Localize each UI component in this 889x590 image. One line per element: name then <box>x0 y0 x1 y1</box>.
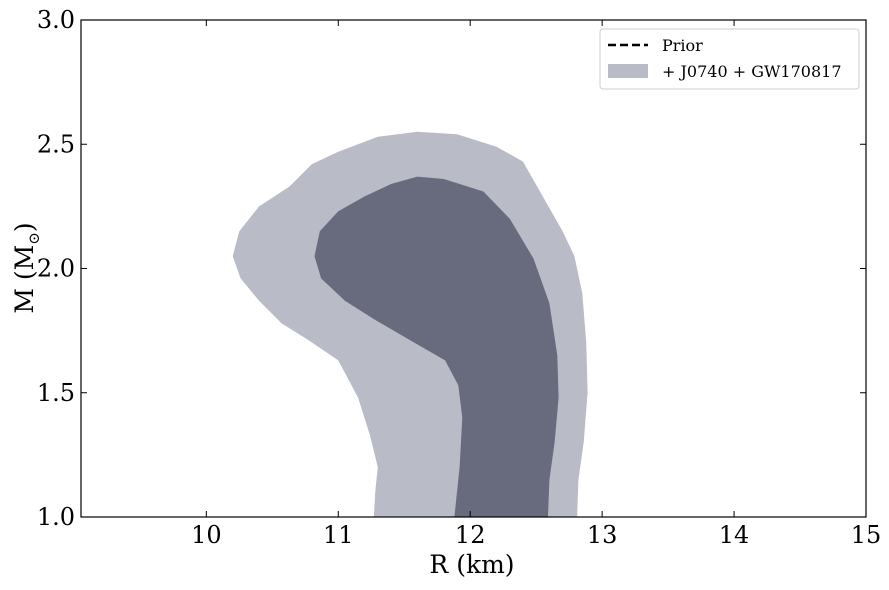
x-axis-title: R (km) <box>429 550 514 579</box>
legend: Prior + J0740 + GW170817 <box>599 28 860 90</box>
axis-ticks: 10 11 12 13 14 15 1.0 1.5 2.0 2.5 3.0 <box>37 6 881 549</box>
y-axis-title: M (M⊙) <box>10 222 43 313</box>
legend-prior-label: Prior <box>662 36 703 55</box>
x-tick-label: 14 <box>719 521 750 549</box>
legend-frame <box>599 28 860 90</box>
x-tick-label: 11 <box>323 521 354 549</box>
x-tick-label: 15 <box>851 521 882 549</box>
x-tick-label: 12 <box>455 521 486 549</box>
y-tick-label: 1.0 <box>37 503 75 531</box>
y-axis-title-main: M (M <box>10 245 39 314</box>
legend-posterior-label: + J0740 + GW170817 <box>662 62 842 81</box>
y-tick-label: 2.0 <box>37 255 75 283</box>
x-tick-label: 10 <box>191 521 222 549</box>
y-axis-title-subscript: ⊙ <box>25 232 43 245</box>
legend-posterior-swatch <box>608 64 648 78</box>
x-tick-label: 13 <box>587 521 618 549</box>
y-axis-title-close: ) <box>10 222 39 232</box>
y-tick-label: 3.0 <box>37 6 75 34</box>
y-tick-label: 1.5 <box>37 379 75 407</box>
credible-regions <box>232 131 588 518</box>
inner-credible-region <box>314 176 559 517</box>
y-tick-label: 2.5 <box>37 130 75 158</box>
